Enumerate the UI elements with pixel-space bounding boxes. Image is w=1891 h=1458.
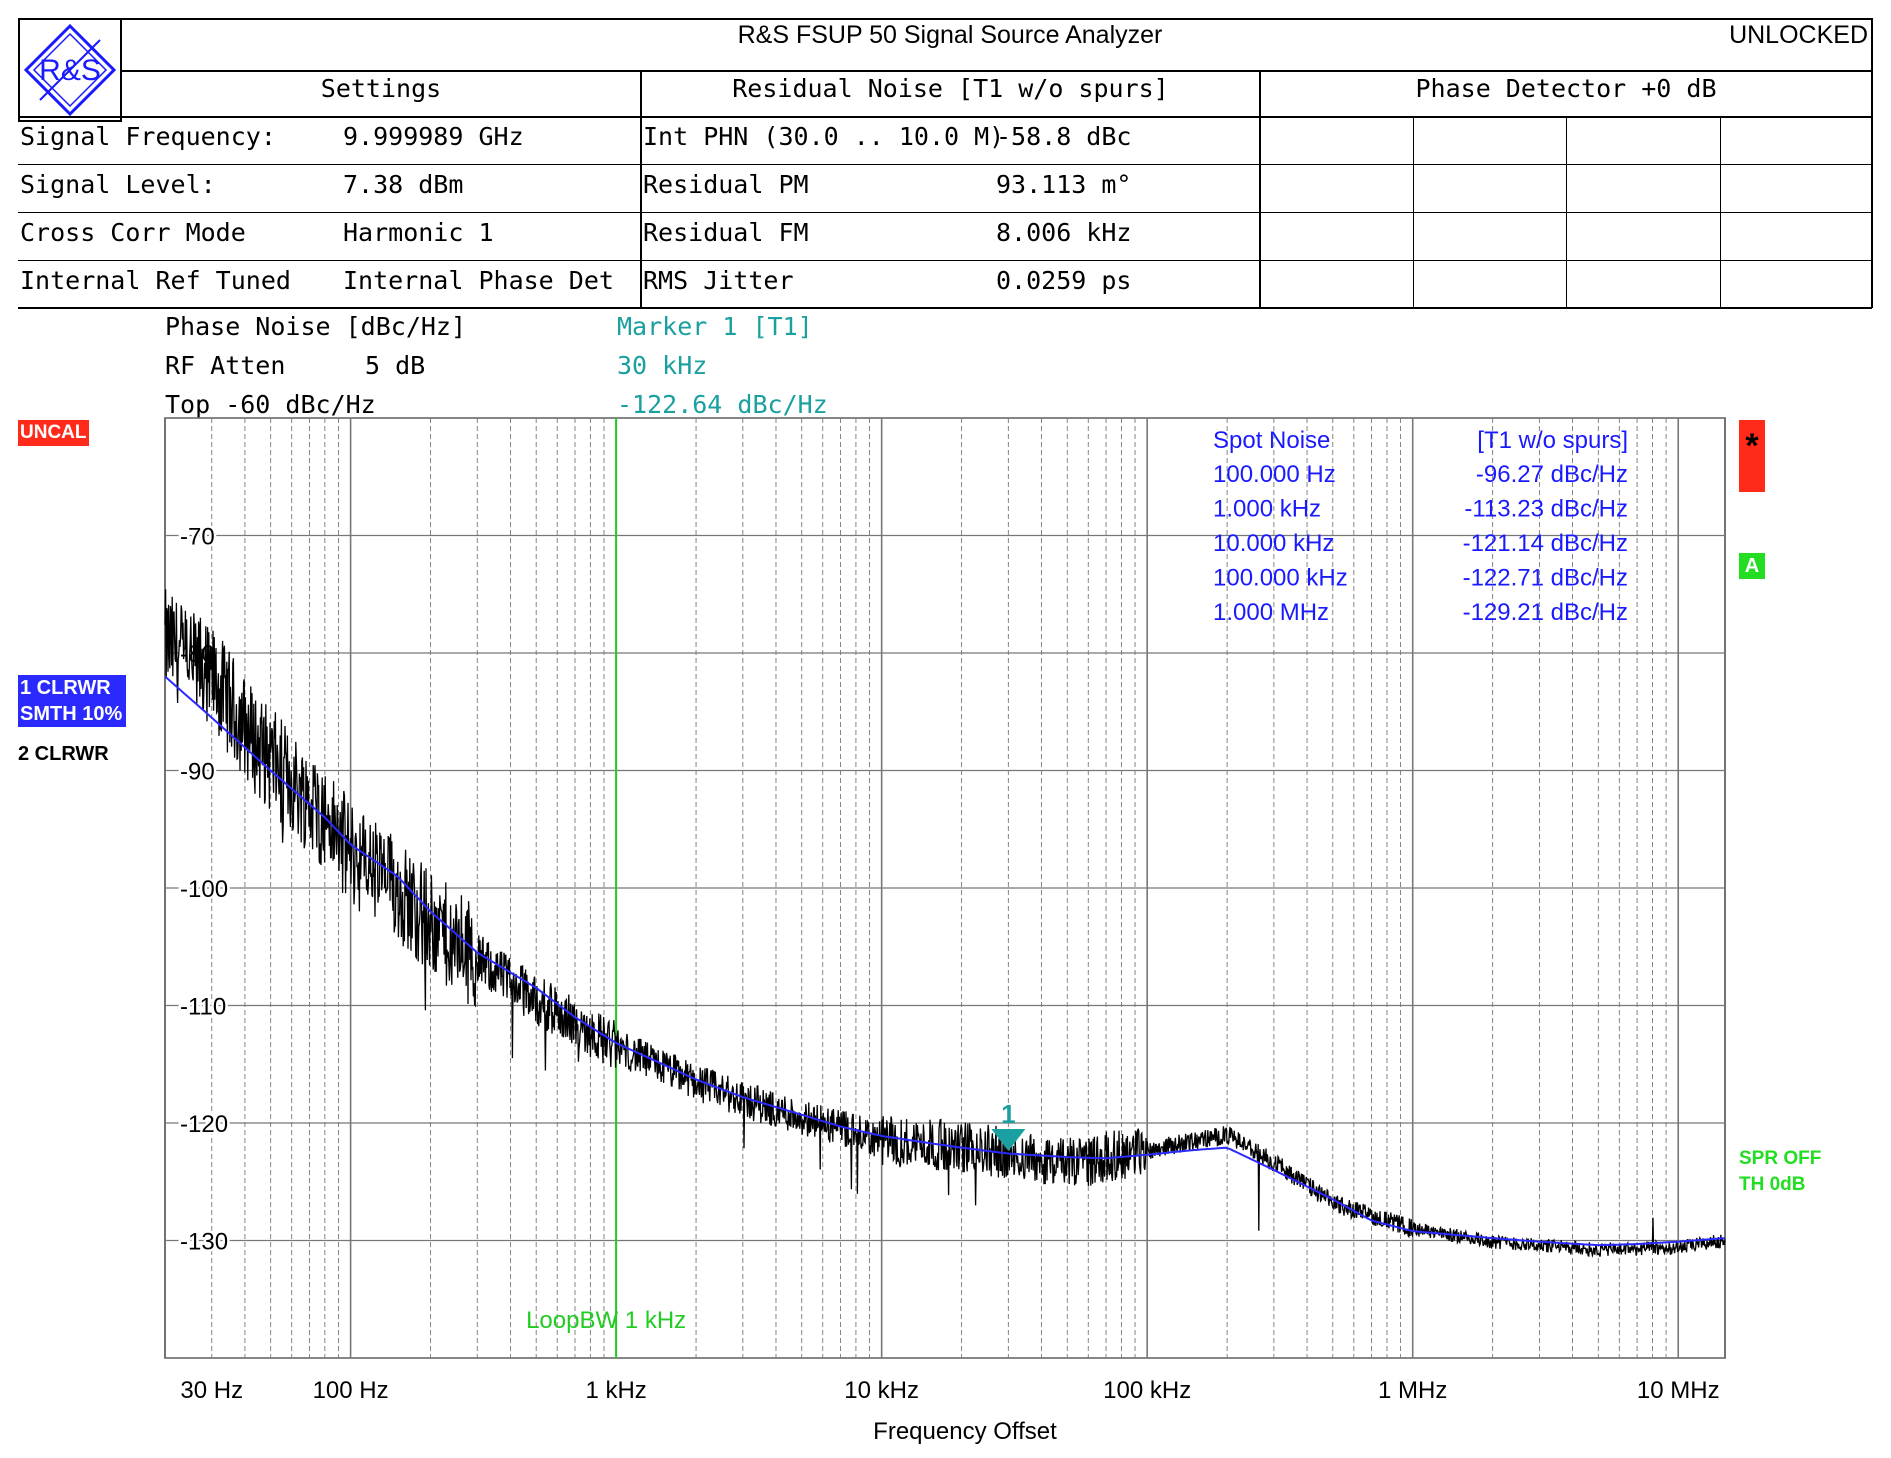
- table-row-line-1: [18, 164, 1872, 165]
- y-tick-label: -120: [180, 1111, 228, 1138]
- y-tick-label: -100: [180, 876, 228, 903]
- rs-logo: R&S: [18, 18, 122, 122]
- spot-noise-freq: 100.000 Hz: [1213, 461, 1336, 488]
- x-tick-label: 10 kHz: [844, 1377, 919, 1404]
- spot-noise-freq: 1.000 kHz: [1213, 496, 1321, 523]
- uncal-badge: UNCAL: [18, 420, 89, 446]
- trace2-badge: 2 CLRWR: [18, 743, 109, 765]
- star-badge: *: [1739, 420, 1765, 492]
- x-tick-label: 1 MHz: [1378, 1377, 1447, 1404]
- header-right-line: [1871, 18, 1873, 308]
- header-title: R&S FSUP 50 Signal Source Analyzer: [737, 21, 1163, 49]
- marker-1-triangle: [991, 1129, 1026, 1152]
- phase-noise-label: Phase Noise [dBc/Hz]: [165, 312, 467, 341]
- spot-noise-freq: 10.000 kHz: [1213, 530, 1334, 557]
- settings-value-0: 9.999989 GHz: [343, 122, 524, 151]
- y-tick-label: -130: [180, 1229, 228, 1256]
- table-header-residual: Residual Noise [T1 w/o spurs]: [732, 74, 1169, 103]
- table-col-line-5: [1720, 116, 1721, 308]
- settings-value-1: 7.38 dBm: [343, 170, 464, 199]
- spot-noise-freq: 1.000 MHz: [1213, 599, 1329, 626]
- marker-title: Marker 1 [T1]: [617, 312, 813, 341]
- table-col-line-1: [640, 70, 642, 308]
- trace1-smoothing: SMTH 10%: [20, 703, 123, 725]
- y-tick-label: -110: [180, 994, 226, 1021]
- settings-label-1: Signal Level:: [20, 170, 216, 199]
- trace1-badge: 1 CLRWR SMTH 10%: [18, 675, 126, 727]
- table-col-line-3: [1413, 116, 1414, 308]
- table-header-line: [18, 116, 1872, 118]
- residual-label-2: Residual FM: [643, 218, 809, 247]
- spot-noise-value: -113.23 dBc/Hz: [1464, 496, 1628, 523]
- trace1-mode: 1 CLRWR: [20, 677, 111, 699]
- table-row-line-2: [18, 212, 1872, 213]
- settings-value-2: Harmonic 1: [343, 218, 494, 247]
- rf-atten-label: RF Atten: [165, 351, 286, 380]
- spot-noise-freq: 100.000 kHz: [1213, 565, 1348, 592]
- residual-label-3: RMS Jitter: [643, 266, 794, 295]
- spot-noise-value: -121.14 dBc/Hz: [1463, 530, 1628, 557]
- marker-value: -122.64 dBc/Hz: [617, 390, 828, 419]
- spot-noise-value: -122.71 dBc/Hz: [1463, 565, 1628, 592]
- residual-value-3: 0.0259 ps: [996, 266, 1132, 295]
- settings-label-2: Cross Corr Mode: [20, 218, 246, 247]
- x-tick-label: 10 MHz: [1637, 1377, 1720, 1404]
- loop-bw-label: LoopBW 1 kHz: [526, 1307, 686, 1334]
- residual-value-1: 93.113 m°: [996, 170, 1132, 199]
- a-badge: A: [1739, 553, 1765, 579]
- trace-2-raw: [164, 589, 1726, 1258]
- trace-1-smoothed: [164, 675, 1726, 1247]
- x-tick-label: 100 kHz: [1103, 1377, 1191, 1404]
- residual-value-2: 8.006 kHz: [996, 218, 1132, 247]
- table-row-line-3: [18, 260, 1872, 261]
- x-tick-label: 100 Hz: [313, 1377, 389, 1404]
- logo-text: R&S: [39, 54, 101, 87]
- x-axis-label: Frequency Offset: [873, 1418, 1057, 1445]
- header-row-line: [122, 70, 1872, 72]
- spot-noise-value: -96.27 dBc/Hz: [1476, 461, 1628, 488]
- header-top-line: [122, 18, 1872, 20]
- spot-noise-column: [T1 w/o spurs]: [1477, 427, 1628, 454]
- residual-label-1: Residual PM: [643, 170, 809, 199]
- settings-label-0: Signal Frequency:: [20, 122, 276, 151]
- table-col-line-2: [1259, 70, 1261, 308]
- table-header-settings: Settings: [320, 74, 442, 103]
- table-col-line-4: [1566, 116, 1567, 308]
- marker-frequency: 30 kHz: [617, 351, 708, 380]
- rf-atten-value: 5 dB: [365, 351, 426, 380]
- spot-noise-title: Spot Noise: [1213, 427, 1330, 454]
- header-status: UNLOCKED: [1729, 21, 1868, 49]
- table-header-phase-detector: Phase Detector +0 dB: [1415, 74, 1717, 103]
- spot-noise-value: -129.21 dBc/Hz: [1463, 599, 1628, 626]
- y-tick-label: -90: [180, 759, 215, 786]
- top-ref-label: Top -60 dBc/Hz: [165, 390, 376, 419]
- x-tick-label: 1 kHz: [585, 1377, 646, 1404]
- residual-value-0: -58.8 dBc: [996, 122, 1132, 151]
- spr-off-label: SPR OFF TH 0dB: [1739, 1146, 1821, 1198]
- settings-label-3: Internal Ref Tuned: [20, 266, 291, 295]
- residual-label-0: Int PHN (30.0 .. 10.0 M): [643, 122, 1005, 151]
- threshold-status: TH 0dB: [1739, 1174, 1806, 1195]
- settings-value-3: Internal Phase Det: [343, 266, 614, 295]
- y-tick-label: -70: [180, 524, 215, 551]
- table-bottom-line: [18, 307, 1872, 309]
- x-tick-label: 30 Hz: [180, 1377, 243, 1404]
- marker-1-label: 1: [1001, 1099, 1015, 1129]
- spr-status: SPR OFF: [1739, 1148, 1822, 1169]
